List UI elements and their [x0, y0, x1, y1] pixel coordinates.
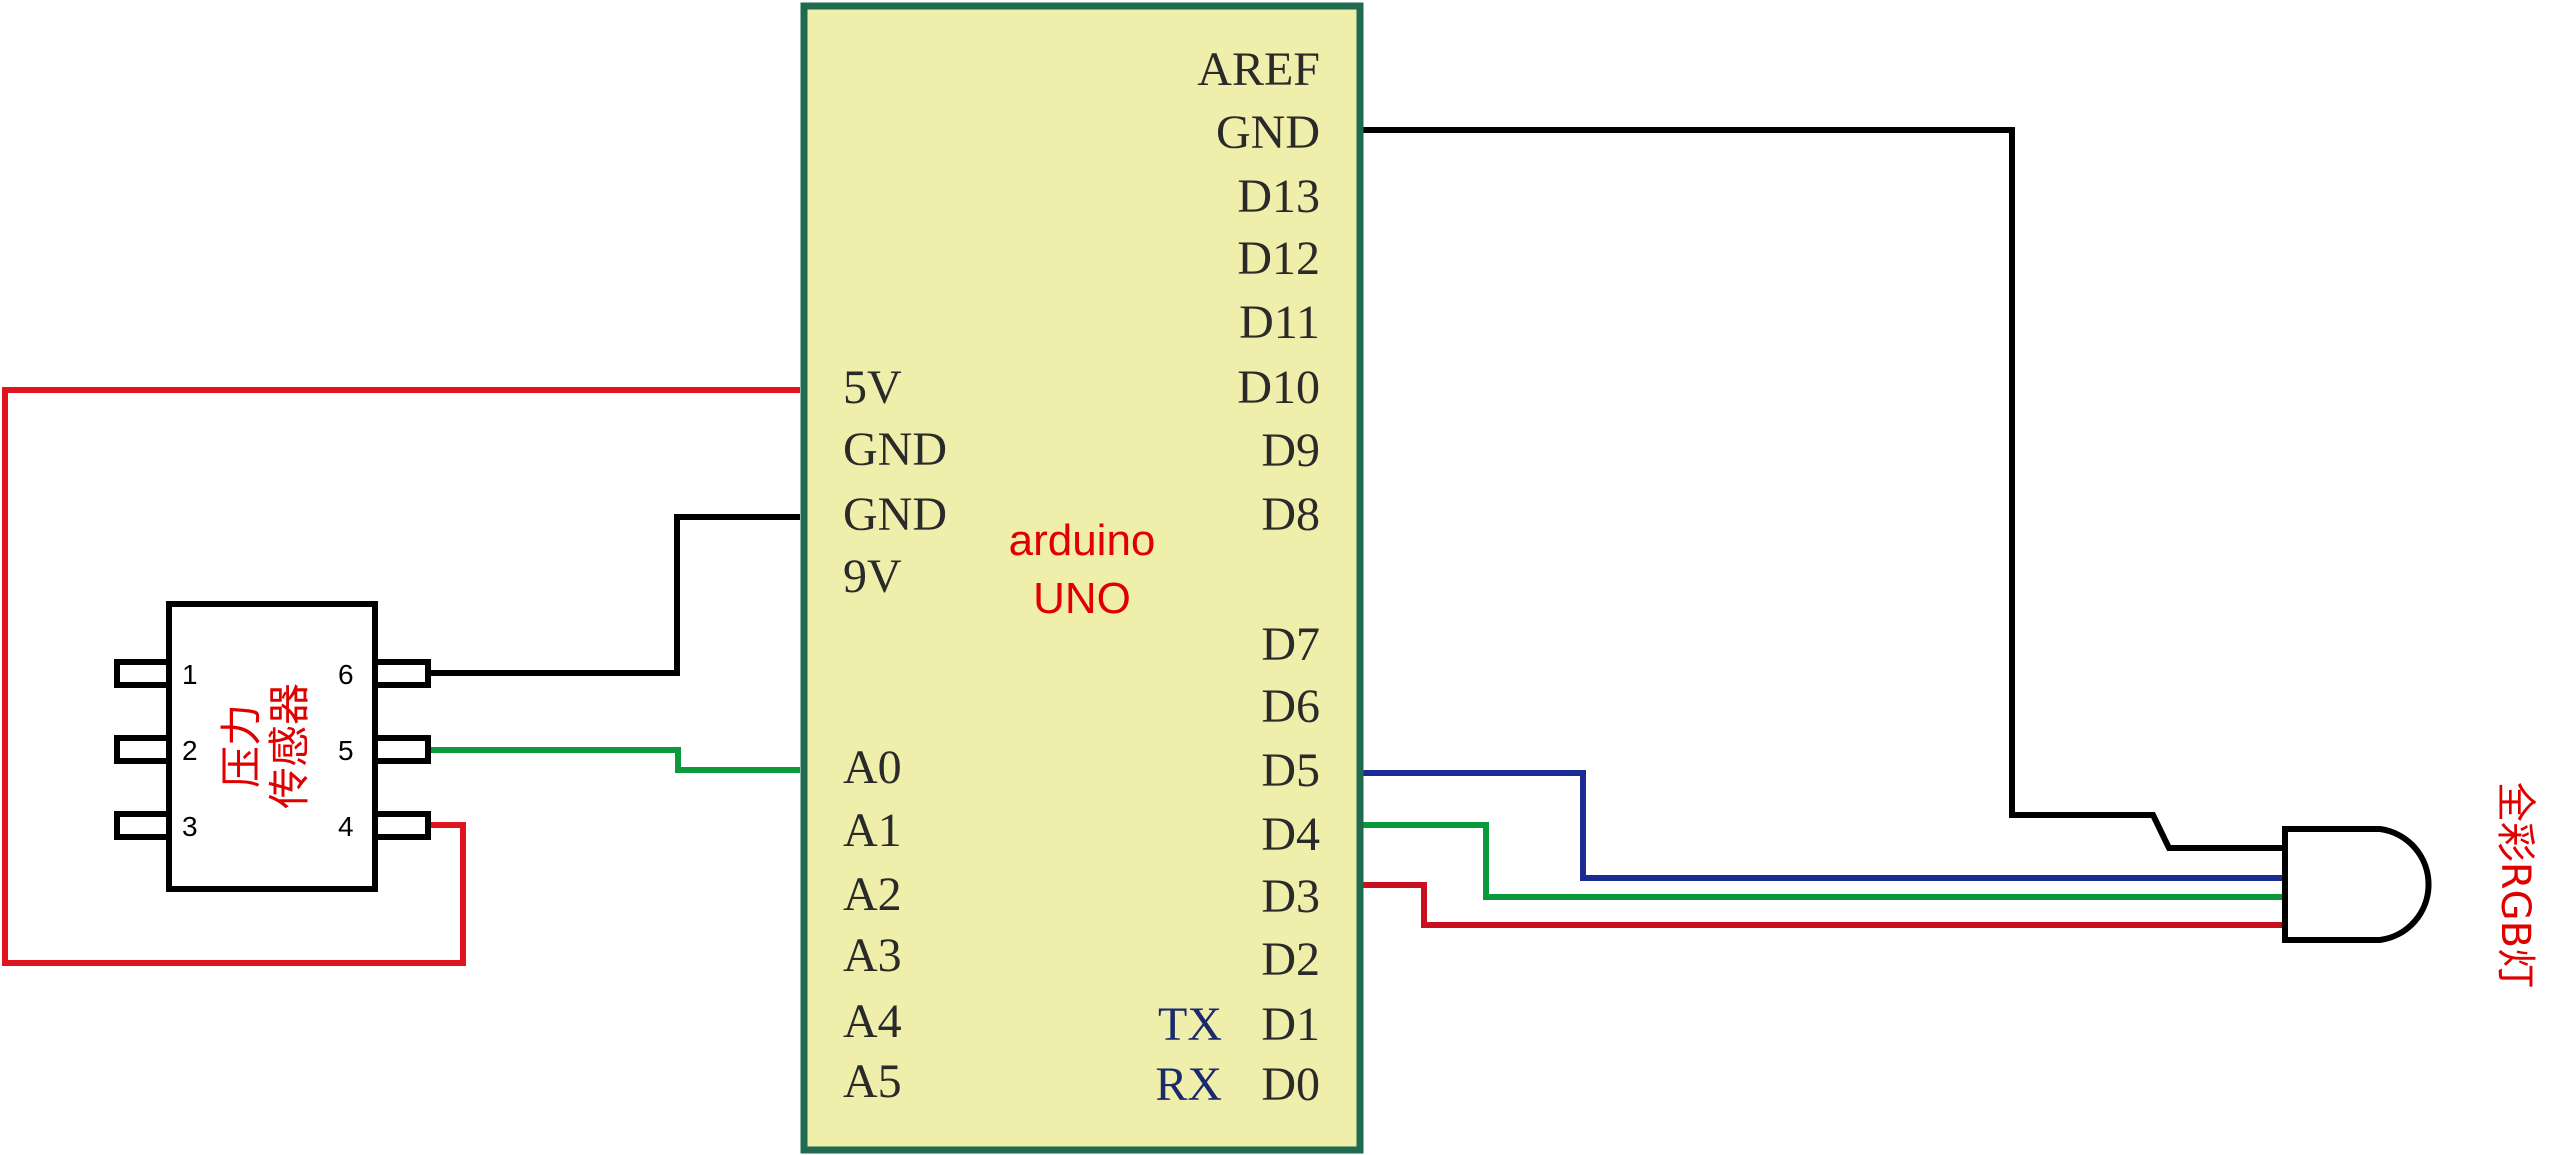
sensor-name-line1: 压力	[217, 704, 266, 788]
pin-d6: D6	[1261, 680, 1320, 733]
pin-9v: 9V	[843, 550, 902, 603]
pin-d1: D1	[1261, 998, 1320, 1051]
sensor-pin-5-label: 5	[338, 735, 354, 766]
wire-a0-to-sensor-pin5	[428, 747, 800, 773]
sensor-pin-2-tab	[114, 735, 173, 764]
wires	[2, 127, 2285, 966]
arduino-board: arduino UNO 5V GND GND 9V A0 A1 A2 A3 A4…	[800, 2, 1364, 1154]
sensor-body	[166, 601, 378, 892]
rgb-led: 全彩RGB灯	[2282, 782, 2538, 988]
pin-a1: A1	[843, 804, 902, 857]
wire-5v-to-sensor-pin4	[2, 387, 800, 966]
pin-5v: 5V	[843, 361, 902, 414]
board-name-line2: UNO	[1033, 574, 1131, 623]
pin-d2: D2	[1261, 933, 1320, 986]
sensor-name-line2: 传感器	[265, 683, 314, 809]
pressure-sensor: 1 2 3 6 5 4 压力 传感器	[114, 601, 431, 892]
pin-gnd-right: GND	[1216, 106, 1320, 159]
serial-rx-label: RX	[1155, 1058, 1222, 1111]
wire-d4-to-led	[1360, 822, 2285, 900]
pin-d13: D13	[1237, 170, 1320, 223]
led-body	[2282, 826, 2432, 943]
pin-d3: D3	[1261, 870, 1320, 923]
pin-d4: D4	[1261, 808, 1320, 861]
sensor-pin-3-label: 3	[182, 811, 198, 842]
sensor-pin-1-tab	[114, 659, 173, 688]
pin-d9: D9	[1261, 424, 1320, 477]
pin-gnd-left-2: GND	[843, 488, 947, 541]
sensor-pin-2-label: 2	[182, 735, 198, 766]
led-name: 全彩RGB灯	[2492, 782, 2538, 988]
wire-d3-to-led	[1360, 882, 2285, 928]
pin-aref: AREF	[1197, 43, 1320, 96]
pin-a0: A0	[843, 741, 902, 794]
sensor-pin-5-tab	[372, 735, 431, 764]
wire-d5-to-led	[1360, 770, 2285, 881]
pin-d10: D10	[1237, 361, 1320, 414]
wire-gnd-to-led	[1360, 127, 2285, 851]
pin-d12: D12	[1237, 232, 1320, 285]
pin-d11: D11	[1239, 296, 1320, 349]
pin-d7: D7	[1261, 618, 1320, 671]
pin-a2: A2	[843, 868, 902, 921]
board-name-line1: arduino	[1009, 516, 1156, 565]
sensor-pin-6-label: 6	[338, 659, 354, 690]
sensor-pin-4-label: 4	[338, 811, 354, 842]
pin-d0: D0	[1261, 1058, 1320, 1111]
pin-d5: D5	[1261, 744, 1320, 797]
sensor-pin-6-tab	[372, 659, 431, 688]
pin-a4: A4	[843, 995, 902, 1048]
serial-tx-label: TX	[1158, 998, 1222, 1051]
sensor-pin-3-tab	[114, 811, 173, 840]
pin-a5: A5	[843, 1055, 902, 1108]
wire-gnd-to-sensor-pin6	[428, 514, 800, 676]
pin-gnd-left-1: GND	[843, 423, 947, 476]
board-body	[800, 2, 1364, 1154]
sensor-pin-4-tab	[372, 811, 431, 840]
pin-a3: A3	[843, 929, 902, 982]
sensor-pin-1-label: 1	[182, 659, 198, 690]
pin-d8: D8	[1261, 488, 1320, 541]
